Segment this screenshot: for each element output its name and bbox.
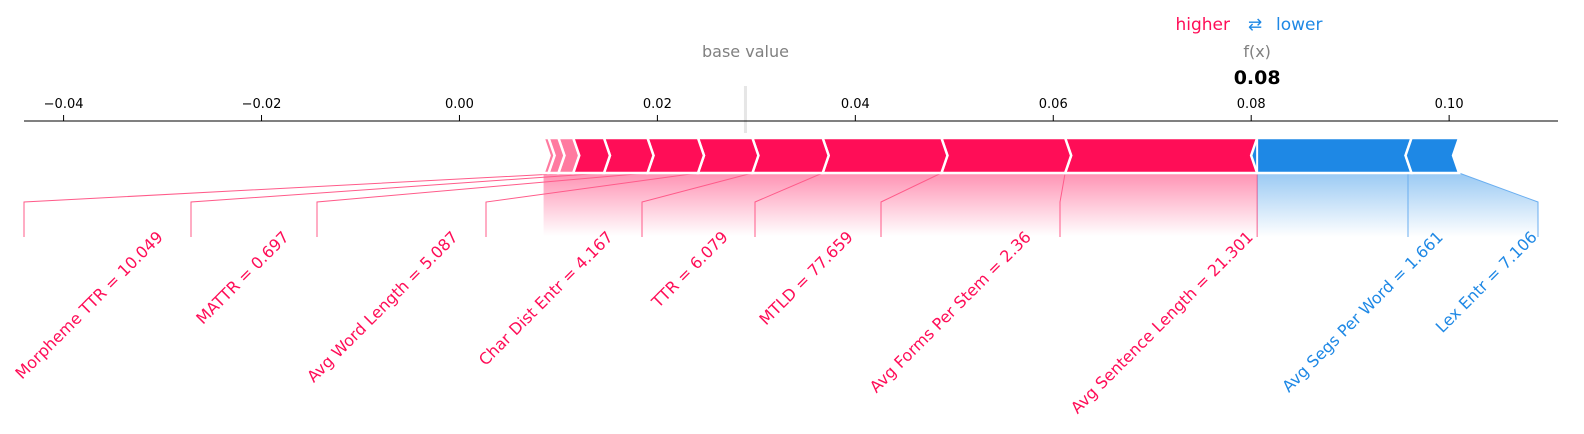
positive-connector xyxy=(485,172,699,237)
x-tick-label: 0.06 xyxy=(1039,97,1068,112)
positive-connector xyxy=(1059,172,1066,237)
x-axis: −0.04 −0.02 0.00 0.02 0.04 0.06 0.08 0.10 xyxy=(24,97,1558,122)
negative-shade xyxy=(1257,173,1538,237)
negative-connector xyxy=(1458,172,1539,237)
feature-label: Lex Entr = 7.106 xyxy=(1432,227,1541,336)
feature-label: Avg Segs Per Word = 1.661 xyxy=(1278,227,1447,396)
negative-bar-segment xyxy=(1249,136,1414,175)
positive-bar-segment xyxy=(750,136,830,175)
positive-connector xyxy=(754,172,823,237)
x-tick-label: 0.00 xyxy=(445,97,474,112)
feature-label: MTLD = 77.659 xyxy=(755,227,856,328)
x-tick-label: 0.04 xyxy=(841,97,870,112)
feature-label: Avg Word Length = 5.087 xyxy=(303,227,462,386)
positive-connector xyxy=(641,172,753,237)
positive-bar-segment xyxy=(1063,136,1265,175)
positive-bar-segment xyxy=(820,136,949,175)
x-tick-label: 0.10 xyxy=(1435,97,1464,112)
positive-connector xyxy=(880,172,942,237)
x-tick-label: −0.04 xyxy=(44,97,84,112)
fx-label: f(x) xyxy=(1243,42,1271,61)
x-tick-label: −0.02 xyxy=(242,97,282,112)
negative-bar-segment xyxy=(1404,136,1461,175)
legend-arrow-icon: ⇄ xyxy=(1248,15,1262,35)
force-bars xyxy=(541,136,1461,175)
positive-shade xyxy=(543,173,1258,236)
feature-label: MATTR = 0.697 xyxy=(192,227,293,328)
feature-label: Morpheme TTR = 10.049 xyxy=(11,227,166,382)
legend-lower-label: lower xyxy=(1276,15,1322,35)
positive-bar-segment-small xyxy=(541,136,556,175)
positive-bar-segment xyxy=(939,136,1073,175)
x-tick-label: 0.02 xyxy=(643,97,672,112)
legend-higher-label: higher xyxy=(1175,15,1230,35)
positive-connector xyxy=(23,172,574,237)
positive-bar-segment xyxy=(571,136,612,175)
positive-bar-segment xyxy=(602,136,655,175)
positive-connector xyxy=(190,172,604,237)
positive-connector xyxy=(316,172,648,237)
feature-label: TTR = 6.079 xyxy=(647,227,732,312)
base-value-label: base value xyxy=(702,42,789,61)
feature-label: Avg Forms Per Stem = 2.36 xyxy=(866,227,1035,396)
fx-value: 0.08 xyxy=(1234,67,1281,89)
feature-label: Char Dist Entr = 4.167 xyxy=(475,227,617,369)
feature-label: Avg Sentence Length = 21.301 xyxy=(1067,227,1257,417)
positive-bar-segment xyxy=(645,136,706,175)
connectors xyxy=(23,172,1539,237)
feature-labels: Morpheme TTR = 10.049 MATTR = 0.697 Avg Wo… xyxy=(11,227,1540,417)
x-tick-label: 0.08 xyxy=(1237,97,1266,112)
positive-bar-segment xyxy=(696,136,760,175)
